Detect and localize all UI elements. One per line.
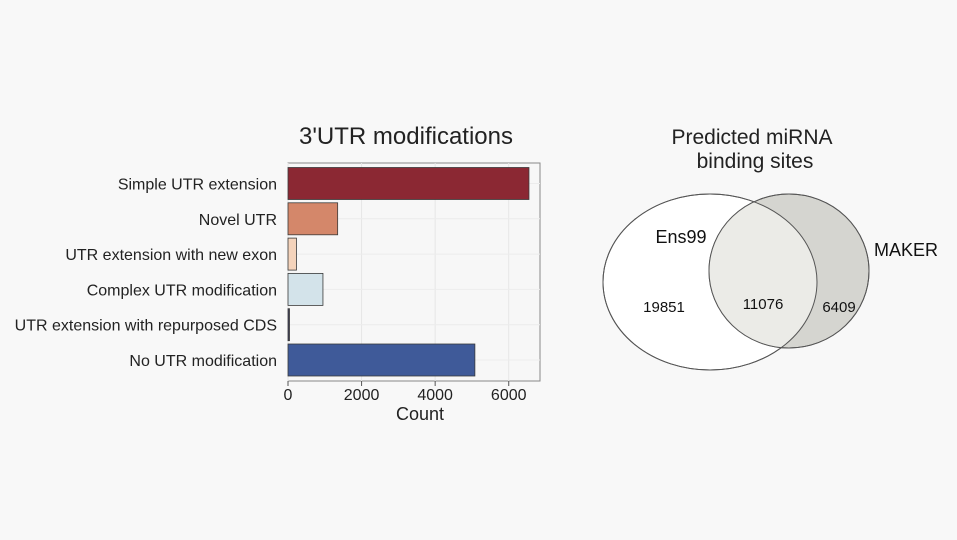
category-labels: Simple UTR extension Novel UTR UTR extensi… — [15, 177, 277, 371]
category-label: UTR extension with new exon — [65, 247, 277, 264]
bar-novel-utr — [287, 202, 339, 236]
venn-count-maker-only: 6409 — [822, 299, 855, 316]
x-axis-ticks: 0 2000 4000 6000 — [284, 381, 527, 404]
x-tick-label: 4000 — [417, 387, 453, 404]
x-tick-label: 6000 — [491, 387, 527, 404]
venn-count-intersection: 11076 — [743, 296, 784, 313]
bar-simple-utr-extension — [287, 167, 530, 200]
venn-diagram: Predicted miRNA binding sites Ens99 MAKE… — [602, 126, 938, 371]
x-axis-title: Count — [396, 404, 444, 424]
venn-set-ens99-outline — [602, 193, 818, 371]
venn-label-maker: MAKER — [874, 240, 938, 260]
venn-title-line-2: binding sites — [697, 150, 814, 173]
bar-utr-extension-with-repurposed-cds — [287, 308, 290, 342]
bar-utr-extension-with-new-exon — [287, 237, 297, 271]
bars — [287, 167, 530, 377]
category-label: Simple UTR extension — [118, 177, 277, 194]
category-label: No UTR modification — [129, 353, 277, 370]
category-label: Novel UTR — [199, 212, 277, 229]
category-label: Complex UTR modification — [87, 282, 277, 299]
venn-intersection — [709, 194, 817, 348]
venn-count-ens99-only: 19851 — [643, 299, 685, 316]
bar-complex-utr-modification — [287, 272, 324, 306]
category-label: UTR extension with repurposed CDS — [15, 318, 277, 335]
venn-set-maker-outline — [708, 193, 870, 349]
x-tick-label: 0 — [284, 387, 293, 404]
bar-chart-title: 3'UTR modifications — [299, 123, 513, 150]
bar-no-utr-modification — [287, 343, 476, 377]
bar-chart: 3'UTR modifications Simple UTR extension… — [15, 123, 541, 424]
x-tick-label: 2000 — [344, 387, 380, 404]
venn-title-line-1: Predicted miRNA — [671, 126, 832, 149]
venn-label-ens99: Ens99 — [655, 227, 706, 247]
